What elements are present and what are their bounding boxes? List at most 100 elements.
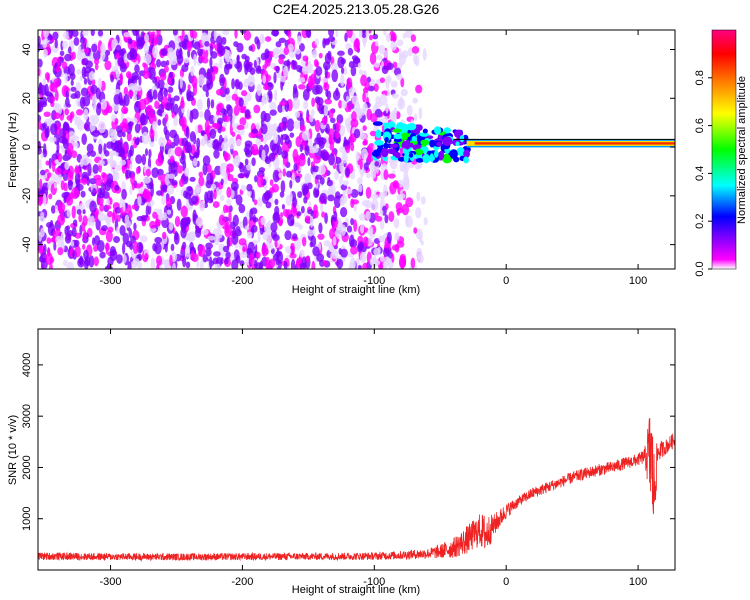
spectrogram-cell [119, 225, 126, 236]
spectrogram-cell [229, 59, 237, 65]
spectrogram-cell [142, 176, 151, 184]
spectrogram-cell [293, 163, 298, 172]
spectrogram-cell [309, 241, 314, 248]
spectrogram-cell [303, 100, 309, 110]
spectrogram-cell [121, 188, 127, 200]
spectrogram-cell [369, 130, 377, 137]
spectrogram-cell [315, 60, 320, 68]
spectrogram-cell [438, 150, 445, 160]
spectrogram-cell [420, 196, 426, 205]
spectrogram-cell [180, 205, 188, 218]
spectrogram-cell [167, 173, 176, 179]
spectrogram-cell [331, 62, 338, 73]
spectrogram-cell [54, 159, 60, 165]
spectrogram-cell [127, 38, 133, 45]
spectrogram-cell [115, 164, 122, 172]
spectrogram-cell [376, 54, 383, 61]
spectrogram-cell [180, 99, 185, 110]
spectrogram-cell [332, 90, 341, 101]
spectrogram-cell [350, 65, 357, 77]
spectrogram-cell [133, 222, 137, 231]
spectrogram-cell [42, 193, 47, 207]
spectrogram-cell [209, 190, 214, 203]
colorbar-tick-label: 0.4 [694, 166, 706, 181]
spectrogram-cell [312, 246, 320, 257]
spectrogram-cell [113, 235, 121, 244]
spectrogram-cell [62, 154, 70, 162]
spectrogram-cell [422, 128, 428, 134]
spectrogram-cell [238, 203, 246, 214]
spectrogram-cell [48, 157, 52, 170]
spectrogram-cell [224, 257, 229, 265]
spectrogram-cell [239, 117, 247, 126]
spectrogram-cell [168, 71, 174, 79]
spectrogram-cell [57, 214, 66, 226]
spectrogram-y-axis-label: Frequency (Hz) [7, 112, 19, 188]
spectrogram-cell [38, 146, 42, 155]
spectrogram-cell [379, 77, 386, 84]
spectrogram-cell [71, 135, 80, 142]
colorbar-tick-label: 0.8 [694, 70, 706, 85]
spectrogram-cell [248, 45, 253, 52]
spectrogram-cell [106, 218, 111, 229]
spectrogram-cell [378, 235, 385, 242]
spectrogram-cell [55, 235, 63, 244]
spectrogram-cell [260, 123, 268, 135]
spectrogram-cell [151, 31, 156, 39]
spectrogram-cell [345, 167, 350, 177]
spectrogram-cell [269, 243, 274, 250]
spectrogram-cell [64, 234, 72, 244]
spectrogram-cell [282, 168, 287, 177]
spectrogram-cell [156, 30, 161, 38]
spectrogram-x-tick-label: -200 [231, 275, 253, 287]
spectrogram-cell [63, 196, 67, 204]
spectrogram-cell [285, 170, 292, 178]
snr-y-tick-label: 1000 [21, 506, 33, 530]
spectrogram-cell [97, 212, 106, 222]
spectrogram-cell [164, 241, 168, 253]
spectrogram-cell [59, 50, 65, 57]
spectrogram-cell [74, 239, 80, 247]
spectrogram-cell [180, 117, 185, 127]
spectrogram-cell [256, 83, 262, 96]
spectrogram-cell [53, 112, 61, 120]
spectrogram-cell [346, 225, 353, 233]
spectrogram-cell [373, 83, 379, 92]
spectrogram-cell [272, 211, 281, 224]
spectrogram-cell [318, 222, 323, 234]
spectrogram-cell [341, 151, 348, 164]
spectrogram-cell [256, 39, 261, 50]
spectrogram-cell [296, 35, 302, 46]
spectrogram-cell [185, 126, 190, 139]
spectrogram-cell [312, 165, 320, 173]
spectrogram-cell [423, 217, 428, 226]
spectrogram-cell [143, 97, 151, 105]
spectrogram-cell [353, 128, 361, 139]
spectrogram-cell [332, 218, 339, 228]
spectrogram-cell [144, 33, 150, 43]
spectrogram-cell [331, 249, 339, 260]
spectrogram-cell [307, 209, 314, 215]
spectrogram-cell [70, 240, 75, 247]
spectrogram-cell [46, 237, 52, 244]
spectrogram-cell [92, 114, 100, 125]
colorbar-tick-label: 0.0 [694, 261, 706, 276]
spectrogram-cell [292, 233, 298, 240]
spectrogram-cell [66, 225, 71, 231]
spectrogram-cell [89, 200, 97, 213]
spectrogram-cell [116, 226, 120, 234]
spectrogram-cell [183, 57, 190, 64]
spectrogram-cell [285, 194, 292, 206]
spectrogram-cell [351, 111, 357, 122]
spectrogram-x-ticks: -300 -200 -100 0 100 [100, 30, 647, 287]
spectrogram-cell [71, 150, 78, 159]
spectrogram-cell [196, 260, 200, 268]
spectrogram-cell [224, 49, 232, 63]
spectrogram-cell [144, 53, 152, 65]
spectrogram-cell [322, 37, 326, 49]
spectrogram-cell [311, 260, 316, 269]
spectrogram-cell [351, 95, 359, 105]
spectrogram-cell [114, 184, 120, 191]
spectrogram-cell [324, 65, 328, 79]
spectrogram-cell [384, 214, 389, 224]
